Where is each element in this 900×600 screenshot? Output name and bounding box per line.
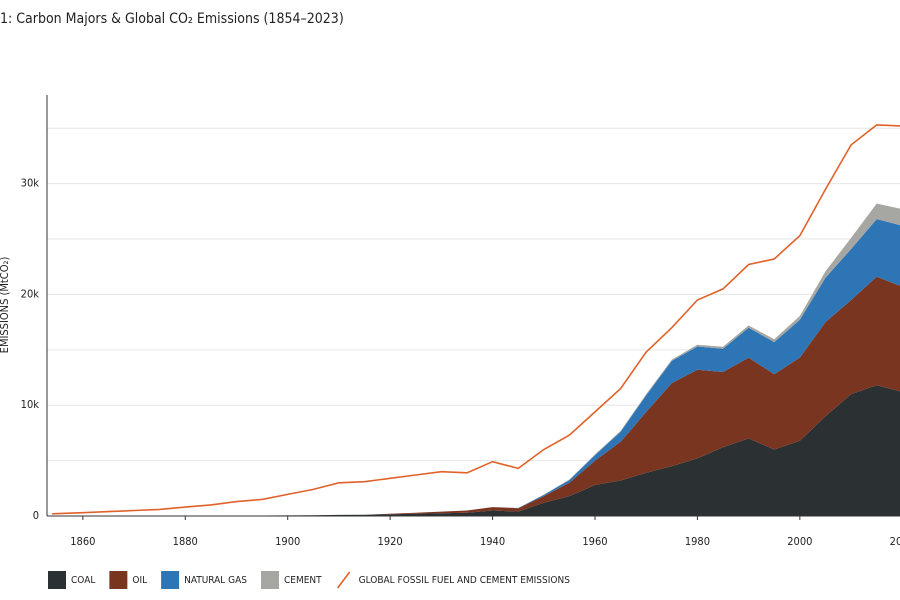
legend-line xyxy=(337,571,351,589)
legend-label: OIL xyxy=(132,575,147,586)
legend-label: NATURAL GAS xyxy=(184,575,247,586)
legend-swatch xyxy=(109,571,128,589)
global-emissions-line xyxy=(52,124,900,515)
y-tick-label: 10k xyxy=(21,398,40,411)
x-tick-label: 2020 xyxy=(890,535,900,548)
legend-swatch xyxy=(161,571,180,589)
x-tick-label: 1980 xyxy=(685,535,710,548)
x-tick-label: 1920 xyxy=(378,535,403,548)
x-tick-label: 1960 xyxy=(582,535,607,548)
legend-swatch xyxy=(48,571,66,589)
x-tick-label: 2000 xyxy=(787,535,812,548)
legend-label: COAL xyxy=(71,575,95,586)
x-tick-label: 1900 xyxy=(275,535,300,548)
x-tick-label: 1880 xyxy=(173,535,198,548)
x-tick-label: 1940 xyxy=(480,535,505,548)
area xyxy=(52,219,900,516)
area xyxy=(52,385,900,516)
y-tick-label: 20k xyxy=(21,287,40,300)
legend-label: CEMENT xyxy=(284,575,322,586)
area xyxy=(52,276,900,516)
y-tick-label: 30k xyxy=(21,177,40,190)
y-tick-label: 0 xyxy=(33,509,39,522)
legend-swatch xyxy=(261,571,279,589)
legend-label: GLOBAL FOSSIL FUEL AND CEMENT EMISSIONS xyxy=(359,575,571,586)
x-tick-label: 1860 xyxy=(70,535,95,548)
chart-title: 1: Carbon Majors & Global CO₂ Emissions … xyxy=(0,11,344,27)
y-axis-label: EMISSIONS (MtCO₂) xyxy=(0,257,11,354)
